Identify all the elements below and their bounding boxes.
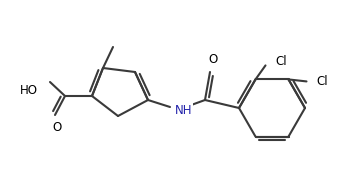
Text: O: O	[52, 121, 62, 134]
Text: Cl: Cl	[275, 55, 287, 68]
Text: HO: HO	[20, 83, 38, 96]
Text: O: O	[209, 53, 218, 66]
Text: Cl: Cl	[316, 75, 328, 88]
Text: NH: NH	[175, 103, 193, 116]
